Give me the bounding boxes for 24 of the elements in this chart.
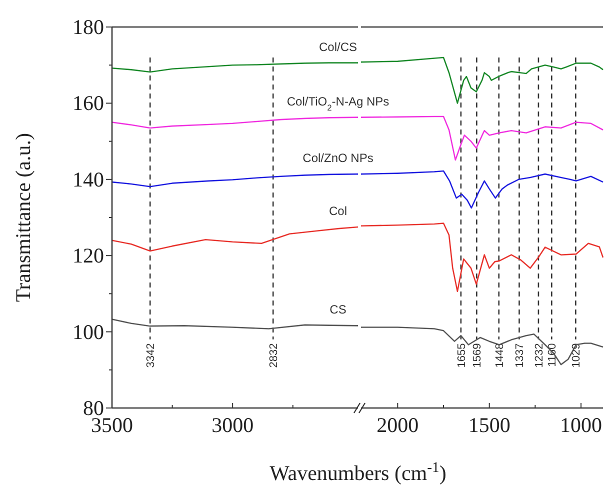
ref-line-label: 1160	[546, 343, 559, 367]
y-tick-label: 120	[72, 244, 104, 268]
series-label: Col	[328, 204, 348, 218]
x-tick-label: 1500	[468, 413, 510, 437]
ref-line-label: 1569	[472, 343, 484, 368]
line-series	[111, 318, 359, 330]
y-tick-label: 180	[72, 15, 104, 39]
ref-line-label: 3342	[145, 343, 158, 368]
series-label: CS	[330, 302, 346, 317]
y-axis-title: Transmittance (a.u.)	[11, 133, 35, 302]
ref-line-label: 2832	[268, 343, 280, 368]
y-tick-label: 100	[72, 320, 104, 344]
x-axis-title: Wavenumbers (cm$^{-1}$)	[270, 460, 446, 485]
y-tick-label: 160	[72, 91, 104, 116]
series-label: Col/TiO$_{2}$-N-Ag NPs	[286, 94, 390, 112]
series-label: Col/CS	[318, 40, 358, 54]
ref-line-label: 1232	[533, 343, 546, 368]
ref-line-label: 1655	[456, 343, 468, 368]
ref-line-label: 1337	[514, 343, 526, 368]
y-tick-label: 140	[72, 167, 104, 192]
x-tick-label: 1000	[560, 413, 602, 437]
series-label: Col/ZnO NPs	[302, 151, 374, 166]
x-tick-label: 2000	[376, 413, 419, 437]
x-tick-label: 3000	[212, 413, 254, 437]
